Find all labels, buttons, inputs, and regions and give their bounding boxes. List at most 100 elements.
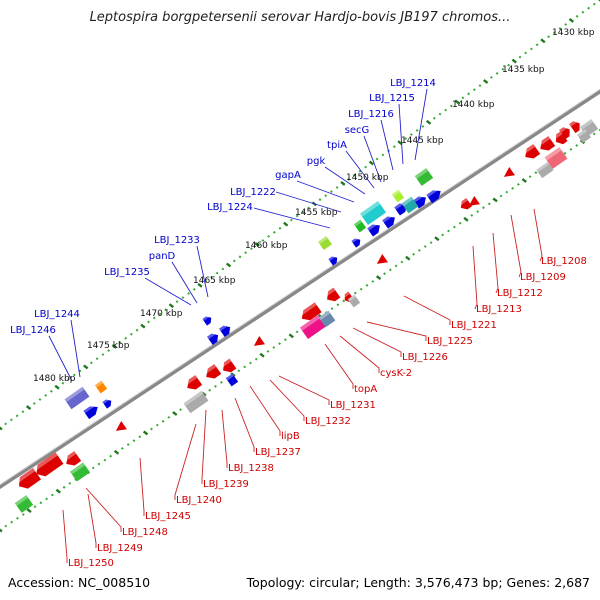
ruler-forward-dot [181,296,185,300]
ruler-reverse-major-tick [492,197,498,203]
ruler-reverse-dot [161,419,165,423]
ruler-reverse-major-tick [375,275,382,281]
accession-text: Accession: NC_008510 [8,575,151,590]
ruler-forward-dot [44,393,48,397]
reverse-gene-label: LBJ_1221 [451,320,497,331]
backbone-line [0,88,600,490]
forward-gene-label: panD [149,251,176,262]
ruler-forward-dot [232,259,236,263]
ruler-forward-dot [164,308,168,312]
ruler-labels: 1430 kbp 1435 kbp 1440 kbp 1445 kbp 1450 kbp… [33,28,595,384]
ruler-forward-major-tick [254,242,260,248]
ruler-reverse-dot [476,210,480,214]
forward-gene-block [401,196,419,214]
reverse-gene-label: LBJ_1249 [97,543,143,554]
forward-label-leader [144,277,192,306]
ruler-forward-dot [301,210,305,214]
ruler-reverse-dot [91,466,95,470]
forward-label-leader [398,103,404,165]
ruler-reverse-dot [120,446,124,450]
ruler-reverse-dot [592,132,596,136]
forward-gene-block [94,380,108,394]
ruler-reverse-dot [458,221,462,225]
ruler-forward-dot [352,173,356,177]
ruler-reverse-dot [272,346,276,349]
ruler-reverse-dot [68,481,72,485]
ruler-reverse-dot [330,307,334,311]
reverse-gene-block [347,294,361,308]
reverse-gene-label: LBJ_1238 [228,463,274,474]
reverse-gene-marker [468,196,480,206]
genome-backbone [0,88,600,490]
ruler-forward-dot [221,267,225,271]
ruler-forward-major-tick [540,38,546,44]
reverse-label-leader [269,379,305,421]
ruler-forward-major-tick [225,262,232,268]
ruler-label: 1435 kbp [502,65,545,75]
ruler-reverse-major-tick [0,527,3,533]
reverse-gene-label: lipB [281,431,300,442]
forward-gene-block [202,314,212,326]
ruler-forward-dot [215,271,219,275]
ruler-forward-dot [409,133,413,136]
forward-label-leader [380,119,394,171]
ruler-label: 1480 kbp [33,374,76,384]
ruler-forward-dot [15,414,19,418]
ruler-label: 1455 kbp [295,208,338,218]
ruler-reverse-dot [278,342,282,346]
ruler-label: 1445 kbp [401,136,444,146]
forward-gene-label: LBJ_1215 [369,93,415,104]
ruler-forward-dot [449,104,453,108]
ruler-forward-dot [249,247,253,251]
reverse-gene-label: LBJ_1250 [68,558,114,569]
ruler-forward-track [0,0,600,431]
ruler-forward-dot [347,177,351,181]
reverse-gene-block [14,495,34,513]
ruler-forward-dot [392,145,396,149]
forward-gene-block [318,236,332,250]
reverse-gene-label: LBJ_1237 [255,447,301,458]
forward-gene-block [353,219,367,233]
forward-gene-block [367,221,380,237]
ruler-reverse-dot [534,171,538,175]
ruler-forward-dot [581,10,585,14]
reverse-label-leader [472,245,478,310]
forward-gene-block [351,236,361,248]
ruler-forward-dot [404,137,408,141]
reverse-label-leader [87,493,97,548]
forward-label-leader [48,335,73,382]
ruler-forward-dot [375,157,379,161]
reverse-gene-label: LBJ_1213 [476,304,522,315]
ruler-label: 1475 kbp [87,341,130,351]
reverse-label-leader [339,335,380,373]
ruler-forward-major-tick [425,119,432,125]
ruler-forward-dot [72,373,76,377]
ruler-reverse-dot [516,182,520,186]
ruler-reverse-dot [598,128,600,132]
ruler-forward-major-tick [483,79,489,84]
ruler-reverse-dot [429,241,433,245]
reverse-label-leader [201,409,207,484]
ruler-forward-dot [592,2,596,6]
reverse-gene-label: LBJ_1239 [203,479,249,490]
reverse-gene-block [552,131,568,145]
ruler-forward-dot [272,230,276,234]
ruler-reverse-dot [243,365,247,369]
forward-gene-label: LBJ_1216 [348,109,394,120]
ruler-reverse-major-tick [434,236,440,242]
ruler-forward-dot [472,88,476,92]
ruler-forward-dot [467,92,471,96]
ruler-label: 1440 kbp [452,100,495,110]
ruler-forward-dot [4,422,8,426]
ruler-reverse-major-tick [26,508,32,514]
ruler-reverse-dot [249,361,252,365]
ruler-forward-dot [295,214,299,218]
forward-label-leader [345,150,375,189]
reverse-gene-label: LBJ_1226 [402,352,448,363]
ruler-forward-dot [558,27,562,30]
ruler-forward-dot [158,312,162,316]
reverse-gene-label: LBJ_1208 [541,256,587,267]
reverse-gene-marker [115,421,127,431]
forward-gene-label: gapA [275,170,301,181]
ruler-forward-dot [49,389,53,393]
